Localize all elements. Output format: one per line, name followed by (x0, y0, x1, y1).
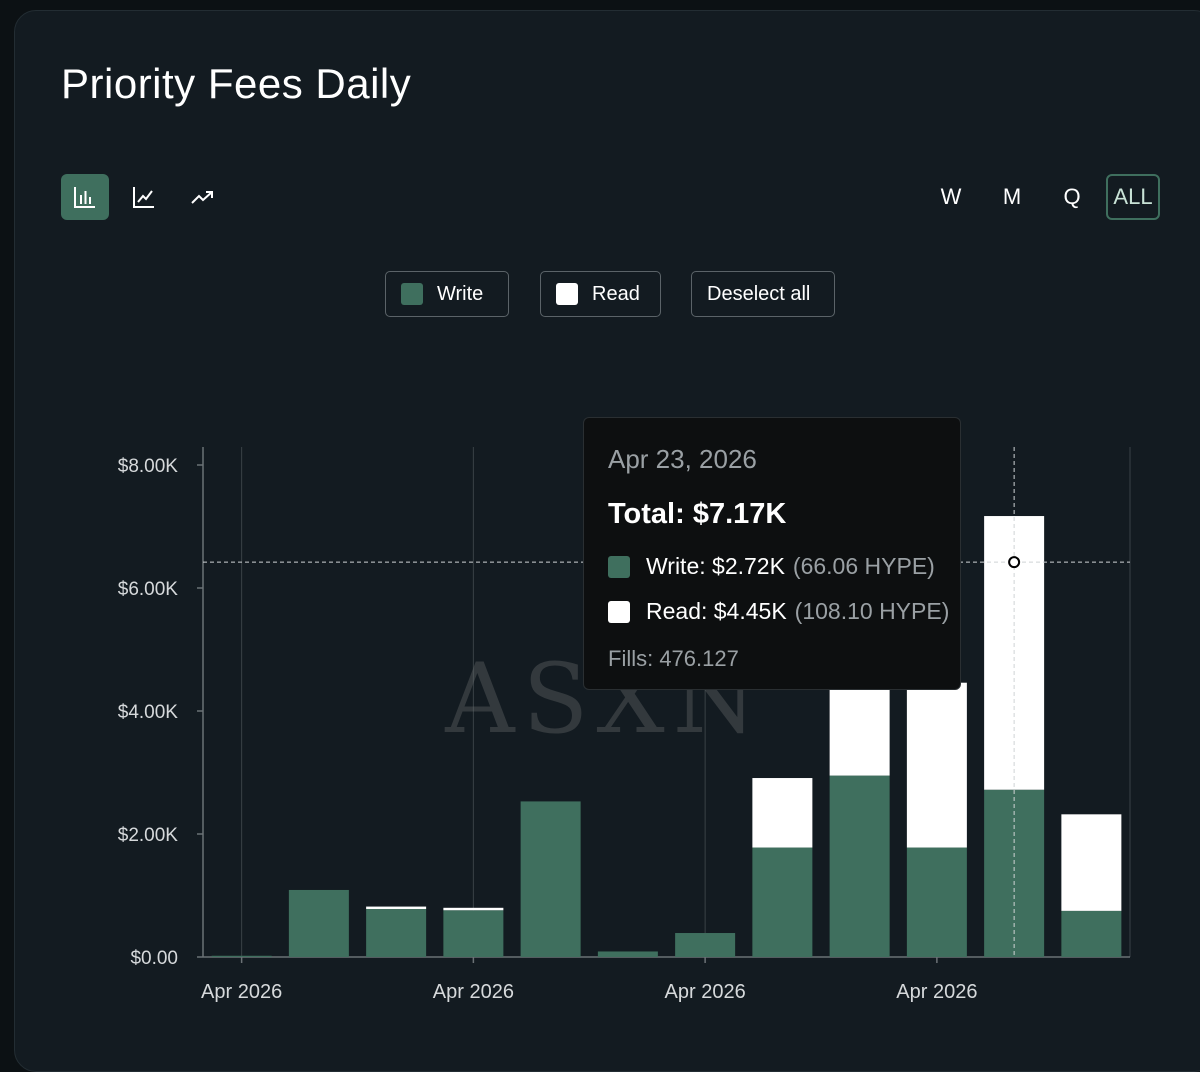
bar-read (1061, 814, 1122, 911)
bar-read (752, 778, 813, 848)
page-title: Priority Fees Daily (61, 60, 412, 107)
legend-read-label: Read (592, 282, 640, 305)
write-swatch (401, 283, 423, 305)
bar-write (597, 951, 658, 957)
tooltip-write-swatch (608, 555, 630, 578)
y-tick-label: $2.00K (118, 825, 179, 846)
y-tick-label: $8.00K (118, 456, 179, 477)
tooltip-write-hype: (66.06 HYPE) (792, 553, 935, 579)
legend-read-button[interactable]: Read (540, 271, 661, 317)
tooltip-date: Apr 23, 2026 (608, 444, 757, 474)
x-tick-label: Apr 2026 (201, 981, 282, 1003)
bar-chart-icon (74, 187, 95, 208)
legend-write-button[interactable]: Write (385, 271, 509, 317)
bar-write (366, 909, 427, 957)
deselect-all-button[interactable]: Deselect all (691, 271, 835, 317)
legend-write-label: Write (437, 282, 484, 305)
bar-chart-button[interactable] (61, 174, 109, 220)
x-tick-label: Apr 2026 (896, 981, 977, 1003)
y-tick-label: $4.00K (118, 702, 179, 723)
read-swatch (556, 283, 578, 305)
bar-write (520, 801, 581, 957)
bar-write (675, 933, 736, 957)
line-chart-button[interactable] (120, 174, 168, 220)
bar-write (984, 789, 1045, 957)
bar-write (752, 847, 813, 957)
tooltip-read-value: Read: $4.45K (646, 598, 787, 624)
bar-read (443, 907, 504, 911)
bar-write (829, 775, 890, 957)
trend-chart-button[interactable] (179, 174, 227, 220)
bar-write (443, 910, 504, 957)
bar-write (211, 955, 272, 957)
x-tick-label: Apr 2026 (433, 981, 514, 1003)
bar-write (1061, 910, 1122, 957)
tooltip-total: Total: $7.17K (608, 498, 787, 530)
x-tick-label: Apr 2026 (665, 981, 746, 1003)
range-month-button[interactable]: M (1002, 184, 1022, 209)
bar-write (906, 847, 967, 957)
range-all-button[interactable]: ALL (1106, 174, 1160, 220)
tooltip-read-row: Read: $4.45K (108.10 HYPE) (608, 598, 949, 625)
bar-read (366, 906, 427, 910)
range-week-button[interactable]: W (940, 184, 962, 209)
chart-tooltip: Apr 23, 2026 Total: $7.17K Write: $2.72K… (583, 417, 961, 690)
y-tick-label: $0.00 (130, 948, 178, 969)
range-quarter-button[interactable]: Q (1063, 184, 1081, 209)
trend-chart-icon (191, 191, 213, 204)
bar-read (906, 682, 967, 848)
line-chart-icon (133, 187, 154, 208)
crosshair-dot (1008, 556, 1021, 569)
tooltip-read-swatch (608, 600, 630, 623)
deselect-all-label: Deselect all (707, 282, 811, 305)
bar-write (288, 889, 349, 957)
bar-read (829, 679, 890, 776)
y-tick-label: $6.00K (118, 579, 179, 600)
tooltip-write-value: Write: $2.72K (646, 553, 785, 579)
tooltip-read-hype: (108.10 HYPE) (794, 598, 950, 624)
tooltip-fills: Fills: 476.127 (608, 646, 739, 671)
tooltip-write-row: Write: $2.72K (66.06 HYPE) (608, 553, 935, 580)
